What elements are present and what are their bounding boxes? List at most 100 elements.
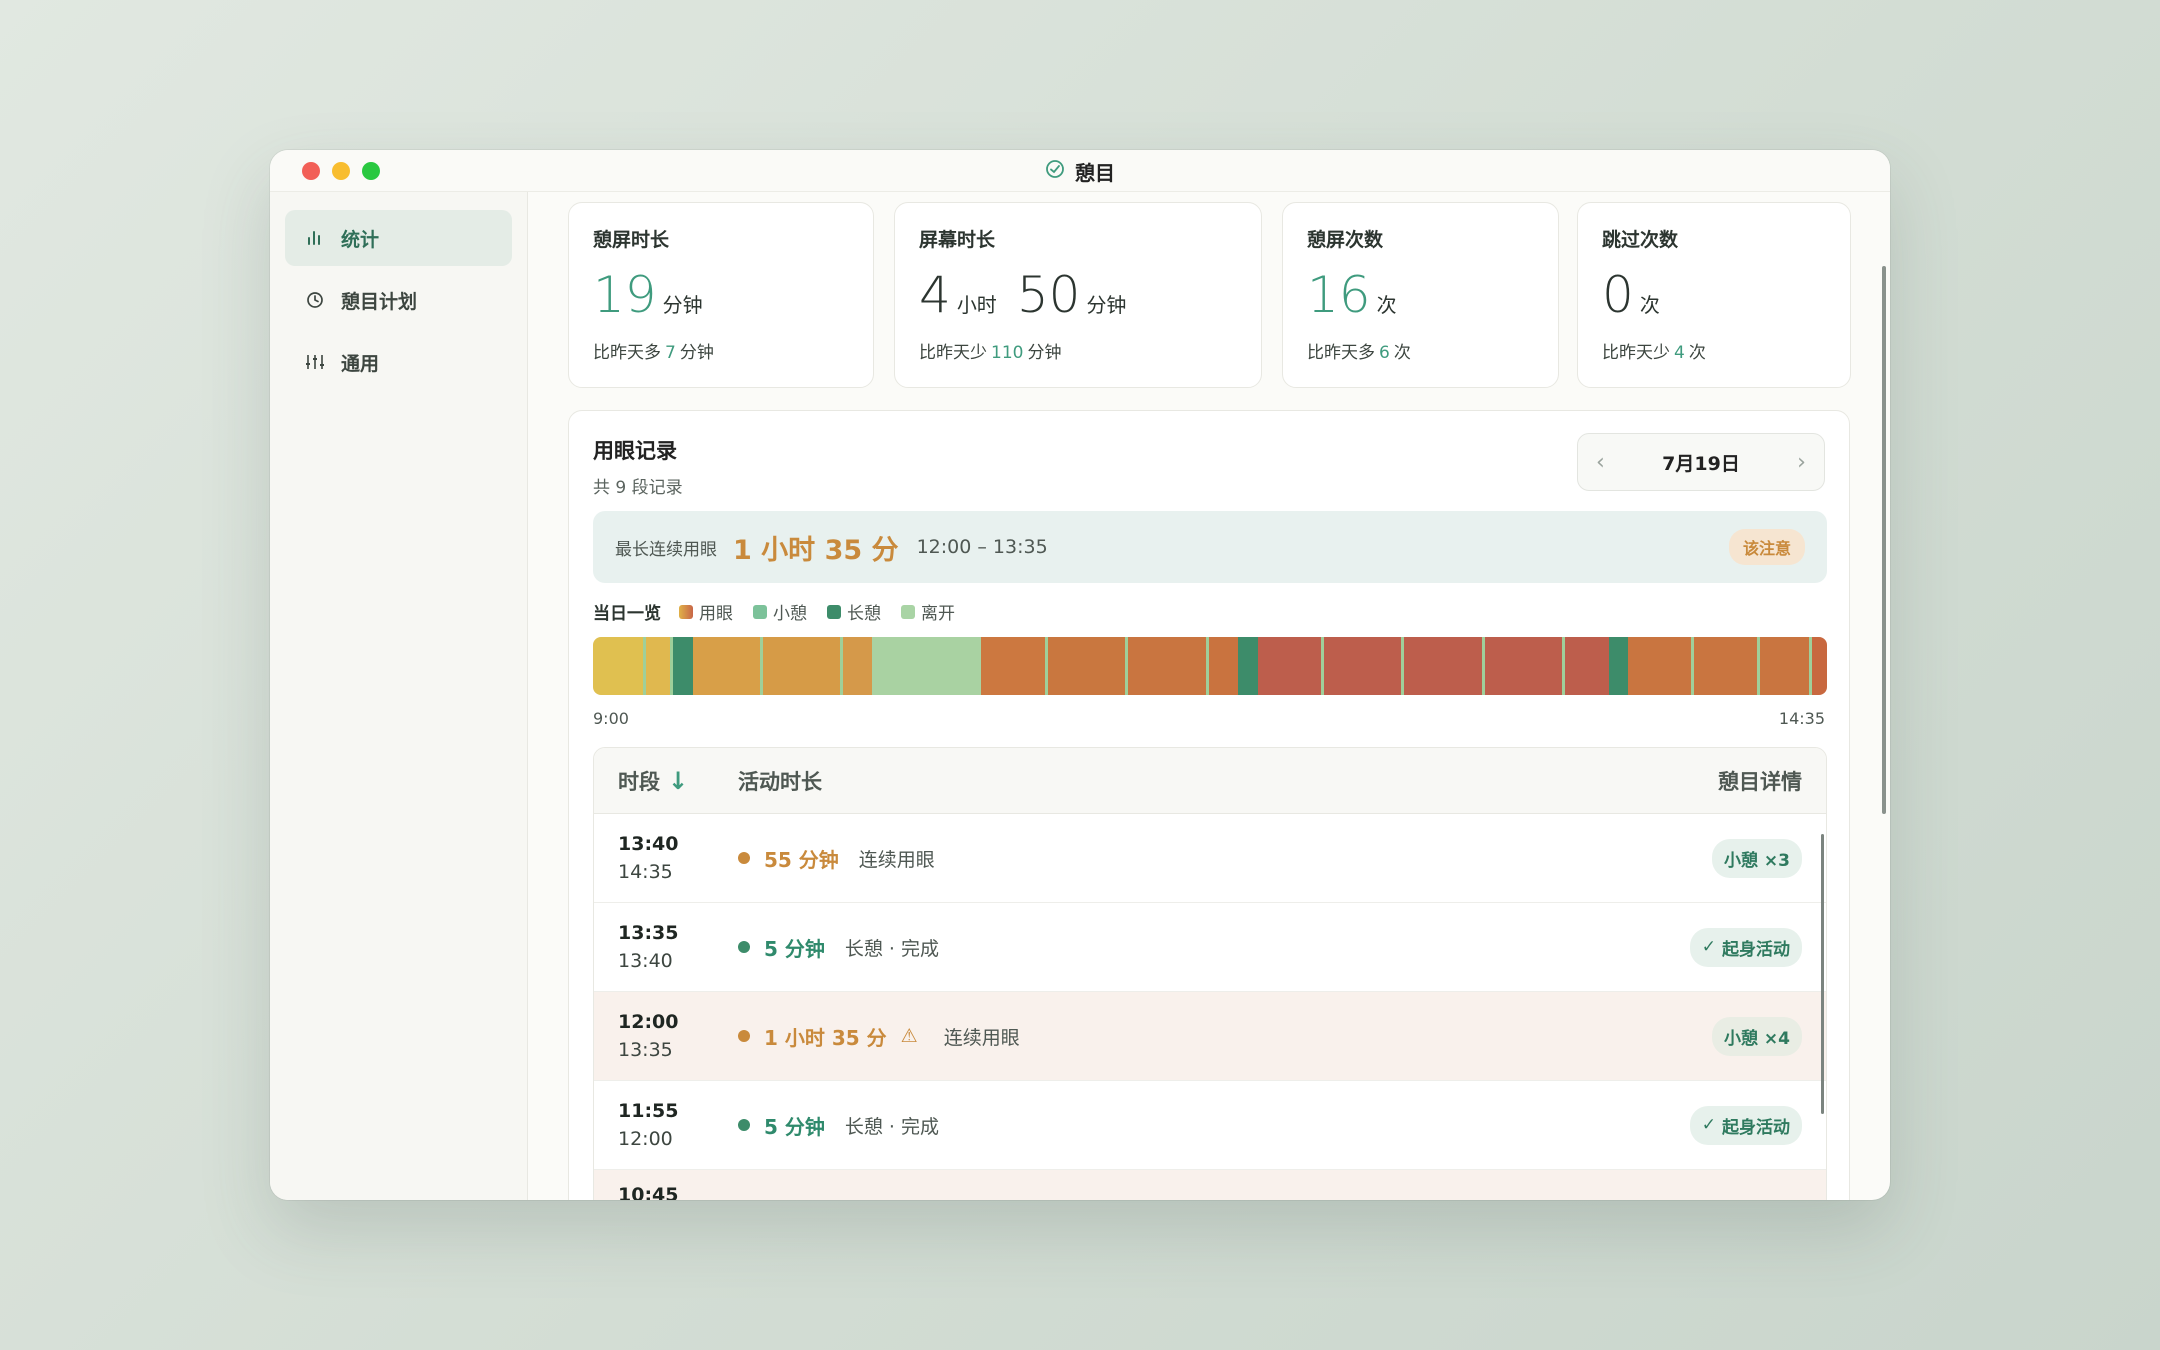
- eye-usage-records: 用眼记录 共 9 段记录 ‹ 7月19日 › 最长连续用眼 1 小时 35 分 …: [568, 410, 1850, 1200]
- legend-item-away: 离开: [901, 599, 955, 624]
- timeline-segment: [1564, 637, 1609, 695]
- timeline-segment: [981, 637, 1048, 695]
- stat-minutes: 50: [1016, 266, 1081, 324]
- sidebar-item-general[interactable]: 通用: [285, 334, 512, 390]
- row-start-time: 11:55: [618, 1100, 679, 1122]
- stat-unit: 分钟: [662, 293, 703, 317]
- row-description: 连续用眼: [858, 848, 935, 871]
- stat-hours-unit: 小时: [956, 293, 997, 317]
- compare-prefix: 比昨天少: [919, 343, 987, 363]
- compare-value: 110: [991, 343, 1024, 363]
- table-row[interactable]: 13:35 13:40 5 分钟 长憩 · 完成 ✓ 起身活动: [594, 903, 1826, 992]
- timeline-segment: [1258, 637, 1324, 695]
- records-table: 时段 ↓ 活动时长 憩目详情 13:40 14:35 55 分钟 连续用眼: [593, 747, 1827, 1200]
- chevron-right-icon[interactable]: ›: [1797, 449, 1806, 475]
- longest-range: 12:00 – 13:35: [916, 536, 1048, 558]
- stat-card-screen-time: 屏幕时长 4 小时 50 分钟 比昨天少 110 分钟: [894, 202, 1262, 388]
- zoom-window-button[interactable]: [362, 162, 380, 180]
- compare-unit: 分钟: [1027, 343, 1062, 363]
- sidebar-item-plan[interactable]: 憩目计划: [285, 272, 512, 328]
- chevron-left-icon[interactable]: ‹: [1596, 449, 1605, 475]
- timeline-segment: [593, 637, 646, 695]
- legend-item-short-rest: 小憩: [753, 599, 807, 624]
- titlebar: 憩目: [270, 150, 1890, 192]
- row-duration: 1 小时 35 分: [764, 1025, 887, 1050]
- detail-badge: 小憩 ×3: [1712, 838, 1802, 878]
- window-title: 憩目: [1075, 160, 1115, 185]
- row-end-time: 12:00: [618, 1128, 673, 1150]
- stat-unit: 次: [1639, 293, 1660, 317]
- longest-label: 最长连续用眼: [615, 539, 717, 560]
- timeline-segment: [1238, 637, 1259, 695]
- status-dot: [738, 1030, 750, 1042]
- stat-label: 屏幕时长: [919, 229, 996, 251]
- detail-header: 憩目详情: [1718, 769, 1802, 794]
- timeline-segment: [1323, 637, 1405, 695]
- activity-header: 活动时长: [738, 769, 822, 794]
- timeline-segment: [843, 637, 872, 695]
- sidebar-item-stats[interactable]: 统计: [285, 210, 512, 266]
- app-window: 憩目 统计 憩目计划 通用 憩屏时长 19 分钟: [270, 150, 1890, 1200]
- stat-value: 0: [1602, 266, 1634, 324]
- stat-minutes-unit: 分钟: [1086, 293, 1127, 317]
- day-timeline-bar: [593, 637, 1827, 695]
- timeline-segment: [1404, 637, 1485, 695]
- stat-card-rest-duration: 憩屏时长 19 分钟 比昨天多 7 分钟: [568, 202, 874, 388]
- table-row[interactable]: 10:45: [594, 1170, 1826, 1200]
- bar-chart-icon: [305, 228, 325, 248]
- compare-unit: 次: [1393, 343, 1411, 363]
- row-end-time: 14:35: [618, 861, 673, 883]
- longest-value: 1 小时 35 分: [733, 534, 899, 566]
- longest-session-banner: 最长连续用眼 1 小时 35 分 12:00 – 13:35 该注意: [593, 511, 1827, 583]
- timeline-segment: [645, 637, 674, 695]
- stat-card-skip-count: 跳过次数 0 次 比昨天少 4 次: [1577, 202, 1851, 388]
- date-picker: ‹ 7月19日 ›: [1577, 433, 1825, 491]
- stat-unit: 次: [1376, 293, 1397, 317]
- timeline-segment: [693, 637, 763, 695]
- legend-item-use: 用眼: [679, 599, 733, 624]
- sidebar-item-label: 憩目计划: [341, 290, 418, 313]
- check-icon: ✓: [1701, 1115, 1716, 1135]
- records-title: 用眼记录: [593, 439, 677, 463]
- table-row[interactable]: 11:55 12:00 5 分钟 长憩 · 完成 ✓ 起身活动: [594, 1081, 1826, 1170]
- row-end-time: 13:35: [618, 1039, 673, 1061]
- legend-title: 当日一览: [593, 604, 661, 624]
- table-row[interactable]: 12:00 13:35 1 小时 35 分 ⚠ 连续用眼 小憩 ×4: [594, 992, 1826, 1081]
- status-dot: [738, 1119, 750, 1131]
- table-scrollbar[interactable]: [1821, 834, 1824, 1114]
- compare-prefix: 比昨天多: [1307, 343, 1375, 363]
- timeline-segment: [1628, 637, 1694, 695]
- status-dot: [738, 852, 750, 864]
- compare-unit: 分钟: [679, 343, 714, 363]
- clock-icon: [305, 290, 325, 310]
- sidebar-item-label: 统计: [341, 228, 380, 251]
- stat-label: 跳过次数: [1602, 229, 1679, 251]
- axis-start-label: 9:00: [593, 709, 629, 728]
- timeline-segment: [871, 637, 982, 695]
- sort-desc-icon: ↓: [668, 766, 689, 795]
- timeline-legend: 当日一览 用眼 小憩 长憩 离开: [593, 599, 969, 624]
- detail-badge: 小憩 ×4: [1712, 1016, 1802, 1056]
- timeline-segment: [1608, 637, 1629, 695]
- stat-label: 憩屏时长: [593, 229, 670, 251]
- sidebar: 统计 憩目计划 通用: [270, 192, 528, 1200]
- timeline-segment: [1047, 637, 1129, 695]
- attention-badge: 该注意: [1728, 529, 1805, 565]
- sidebar-item-label: 通用: [341, 352, 380, 375]
- axis-end-label: 14:35: [1778, 709, 1825, 728]
- stat-label: 憩屏次数: [1307, 229, 1384, 251]
- row-description: 连续用眼: [943, 1026, 1020, 1049]
- stat-card-rest-count: 憩屏次数 16 次 比昨天多 6 次: [1282, 202, 1559, 388]
- sort-by-time-header[interactable]: 时段 ↓: [618, 766, 689, 795]
- row-duration: 5 分钟: [764, 936, 825, 961]
- table-row[interactable]: 13:40 14:35 55 分钟 连续用眼 小憩 ×3: [594, 814, 1826, 903]
- timeline-segment: [673, 637, 694, 695]
- minimize-window-button[interactable]: [332, 162, 350, 180]
- status-dot: [738, 941, 750, 953]
- warning-icon: ⚠: [900, 1025, 918, 1047]
- legend-item-long-rest: 长憩: [827, 599, 881, 624]
- close-window-button[interactable]: [302, 162, 320, 180]
- row-duration: 5 分钟: [764, 1114, 825, 1139]
- main-scrollbar[interactable]: [1882, 266, 1886, 814]
- app-logo-icon: [1045, 159, 1065, 183]
